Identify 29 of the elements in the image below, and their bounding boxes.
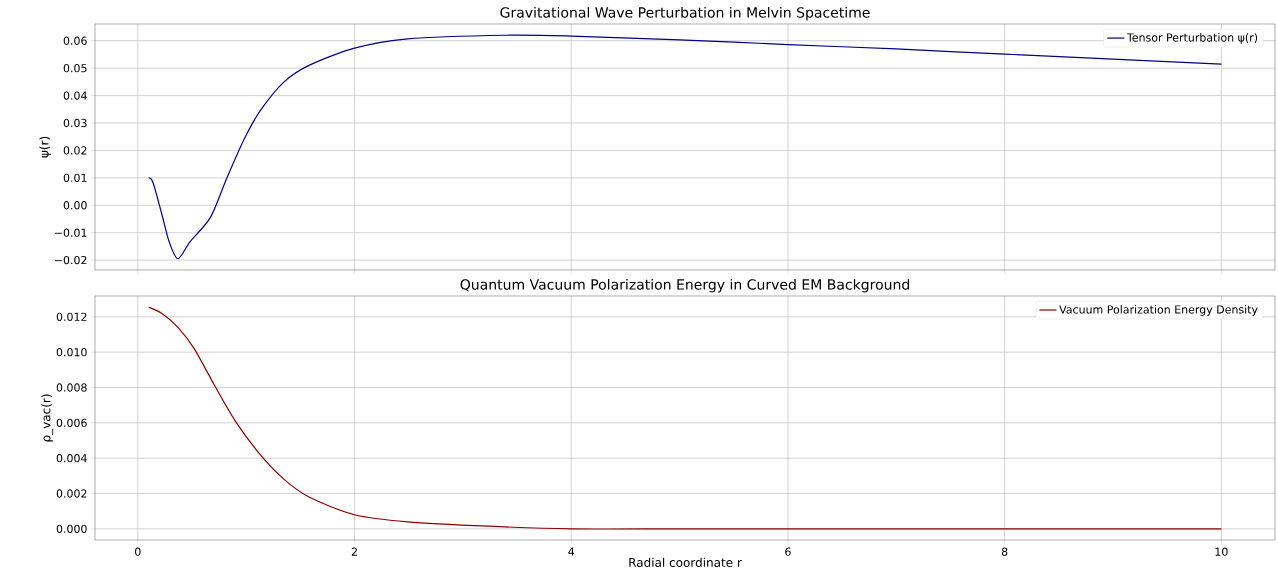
legend-label: Tensor Perturbation ψ(r) (1126, 32, 1258, 44)
y-tick-label: 0.04 (63, 91, 87, 100)
y-tick-label: 0.02 (63, 146, 87, 155)
x-tick-label: 2 (351, 547, 357, 556)
y-tick-label: 0.03 (63, 118, 87, 127)
y-tick-label: 0.00 (63, 200, 87, 210)
chart-title: Quantum Vacuum Polarization Energy in Curved EM Background (460, 278, 910, 293)
y-tick-label: 0.01 (63, 173, 87, 182)
y-axis-title: ψ(r) (39, 136, 51, 158)
x-axis-title: Radial coordinate r (629, 557, 742, 567)
x-tick-label: 6 (785, 547, 791, 556)
x-tick-label: 0 (135, 547, 141, 556)
y-tick-label: 0.008 (56, 383, 87, 392)
y-tick-label: 0.006 (56, 418, 87, 427)
y-tick-label: 0.004 (56, 453, 87, 463)
x-tick-label: 8 (1001, 547, 1008, 556)
y-tick-label: 0.012 (56, 312, 87, 321)
legend-label: Vacuum Polarization Energy Density (1059, 304, 1258, 316)
chart-title: Gravitational Wave Perturbation in Melvin Spacetime (500, 6, 870, 21)
y-axis-title: ρ_vac(r) (41, 394, 54, 442)
y-tick-label: 0.06 (63, 36, 87, 45)
y-tick-label: −0.01 (54, 228, 87, 237)
y-tick-label: −0.02 (54, 255, 87, 265)
y-tick-label: 0.05 (63, 63, 87, 73)
y-tick-label: 0.010 (56, 347, 87, 357)
y-tick-label: 0.002 (56, 489, 87, 498)
y-tick-label: 0.000 (56, 524, 87, 533)
x-tick-label: 4 (568, 547, 575, 556)
x-tick-label: 10 (1215, 547, 1228, 556)
